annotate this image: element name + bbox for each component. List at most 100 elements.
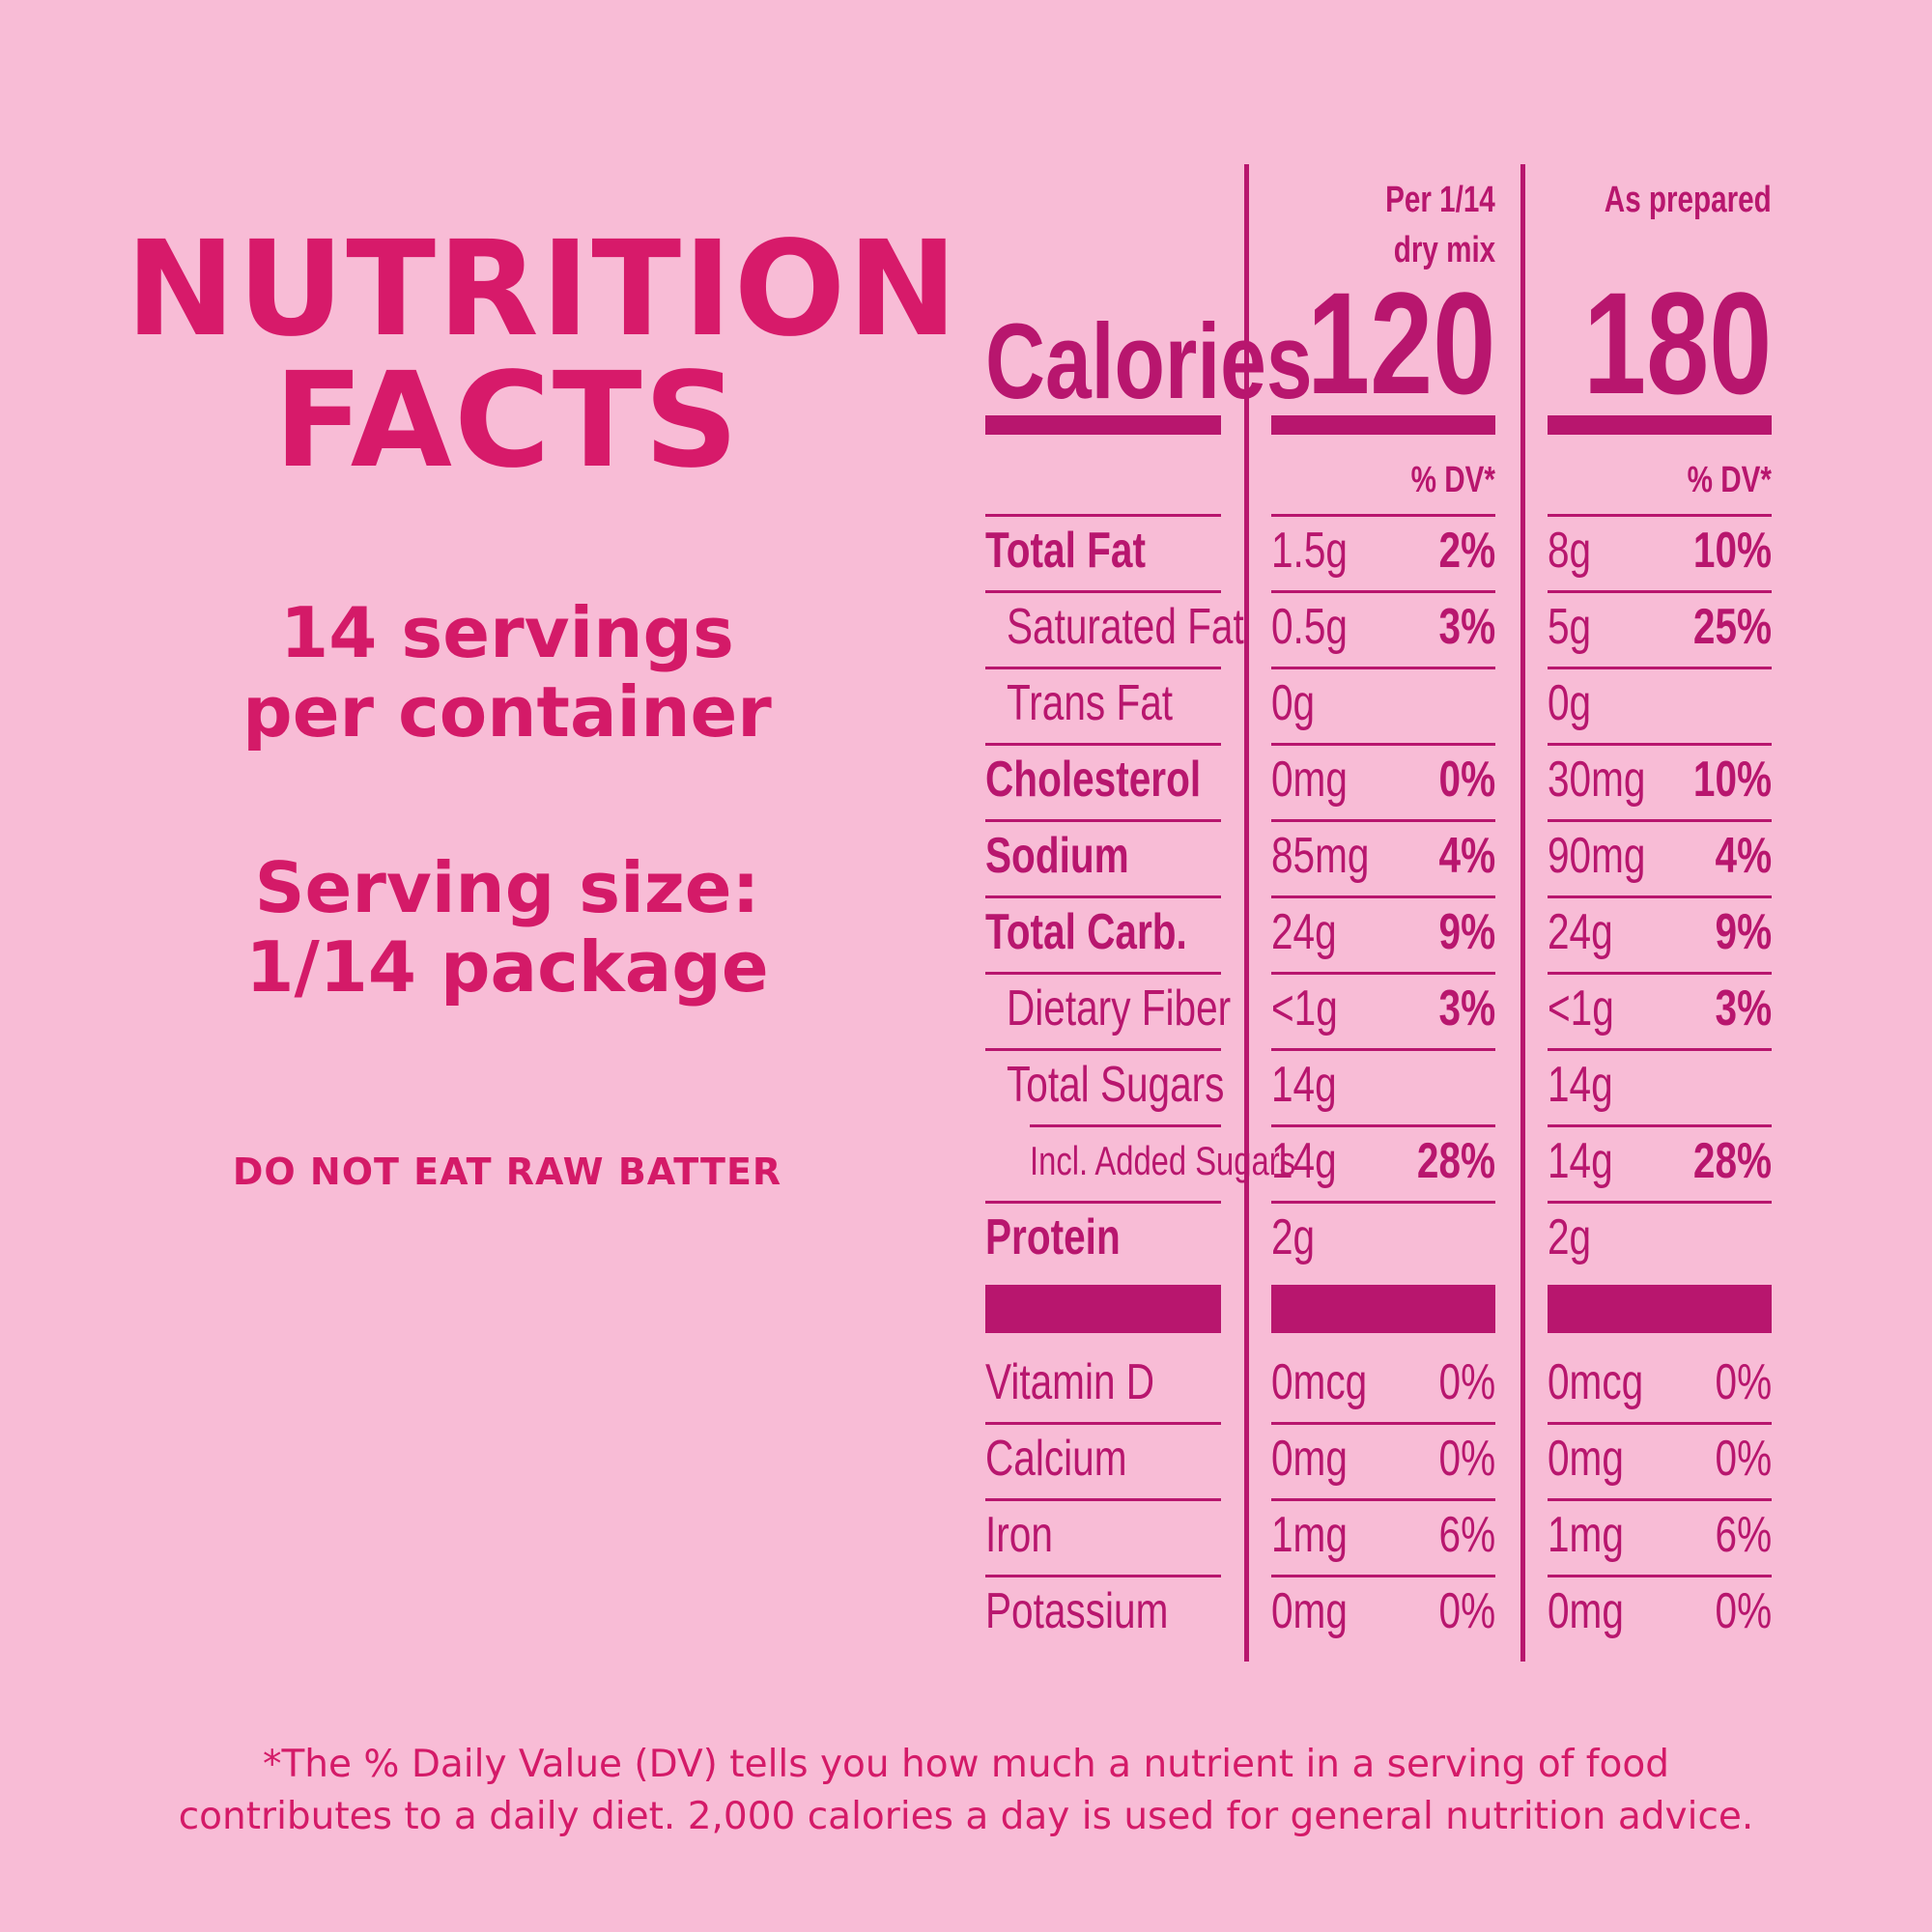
page-title: NUTRITION FACTS xyxy=(126,224,957,487)
col2-amount: <1g xyxy=(1548,980,1614,1037)
col2-dv: 6% xyxy=(1715,1507,1772,1563)
col1-dv: 9% xyxy=(1438,904,1495,960)
nutrient-label: Iron xyxy=(985,1507,1053,1563)
servings-line-1: 14 servings xyxy=(280,592,734,673)
footnote: *The % Daily Value (DV) tells you how mu… xyxy=(58,1739,1874,1843)
col2-dv: 9% xyxy=(1715,904,1772,960)
col1-amount: 14g xyxy=(1271,1057,1337,1113)
row-divider xyxy=(1548,743,1772,746)
row-divider xyxy=(985,1575,1221,1577)
col1-dv-label: % DV* xyxy=(1410,460,1495,500)
col1-dv: 0% xyxy=(1438,752,1495,808)
nutrient-label: Calcium xyxy=(985,1431,1127,1487)
row-divider xyxy=(1271,1201,1495,1204)
row-divider xyxy=(1548,514,1772,517)
col2-dv: 4% xyxy=(1715,828,1772,884)
nutrient-label: Cholesterol xyxy=(985,752,1202,808)
col2-amount: 5g xyxy=(1548,599,1592,655)
col1-amount: 0mg xyxy=(1271,1431,1348,1487)
row-divider xyxy=(1271,667,1495,669)
nutrient-label: Protein xyxy=(985,1209,1121,1265)
row-divider xyxy=(1271,743,1495,746)
nutrient-label: Vitamin D xyxy=(985,1354,1155,1410)
row-divider xyxy=(1548,1422,1772,1425)
separator-bar xyxy=(985,1285,1221,1333)
footnote-line-2: contributes to a daily diet. 2,000 calor… xyxy=(178,1795,1754,1838)
servings-line-2: per container xyxy=(242,671,772,753)
calories-label: Calories xyxy=(985,302,1313,421)
serving-size-line-2: 1/14 package xyxy=(245,926,769,1008)
row-divider xyxy=(985,1048,1221,1051)
col2-amount: 0mg xyxy=(1548,1583,1624,1639)
col1-dv: 3% xyxy=(1438,599,1495,655)
col2-amount: 0mcg xyxy=(1548,1354,1644,1410)
col2-amount: 0g xyxy=(1548,675,1592,731)
row-divider xyxy=(985,1422,1221,1425)
serving-size: Serving size: 1/14 package xyxy=(126,848,889,1007)
nutrient-label: Sodium xyxy=(985,828,1129,884)
col1-dv: 2% xyxy=(1438,523,1495,579)
row-divider xyxy=(1271,895,1495,898)
row-divider xyxy=(985,972,1221,975)
col2-dv: 3% xyxy=(1715,980,1772,1037)
col2-amount: 8g xyxy=(1548,523,1592,579)
row-divider xyxy=(1271,1575,1495,1577)
row-divider xyxy=(985,667,1221,669)
col2-dv: 0% xyxy=(1715,1354,1772,1410)
row-divider xyxy=(1271,1498,1495,1501)
row-divider xyxy=(1548,1498,1772,1501)
row-divider xyxy=(1548,1124,1772,1127)
col1-dv: 3% xyxy=(1438,980,1495,1037)
col1-amount: 14g xyxy=(1271,1133,1337,1189)
col2-dv: 10% xyxy=(1692,752,1772,808)
row-divider xyxy=(985,1498,1221,1501)
col1-amount: 0g xyxy=(1271,675,1316,731)
column-divider xyxy=(1520,164,1525,1662)
col1-amount: 0.5g xyxy=(1271,599,1348,655)
col1-amount: 85mg xyxy=(1271,828,1370,884)
row-divider xyxy=(1548,819,1772,822)
col2-dv: 0% xyxy=(1715,1583,1772,1639)
nutrient-label: Incl. Added Sugars xyxy=(1030,1138,1296,1183)
row-divider xyxy=(1271,590,1495,593)
col1-amount: 0mg xyxy=(1271,752,1348,808)
nutrient-label: Potassium xyxy=(985,1583,1169,1639)
col2-calories: 180 xyxy=(1582,262,1772,424)
col2-dv: 28% xyxy=(1692,1133,1772,1189)
col1-amount: 24g xyxy=(1271,904,1337,960)
row-divider xyxy=(1548,895,1772,898)
row-divider xyxy=(1548,1575,1772,1577)
row-divider xyxy=(985,819,1221,822)
col2-dv: 10% xyxy=(1692,523,1772,579)
col2-amount: 14g xyxy=(1548,1057,1613,1113)
separator-bar xyxy=(1271,1285,1495,1333)
col1-header-line-1: Per 1/14 xyxy=(1385,180,1495,220)
nutrient-label: Trans Fat xyxy=(1007,675,1174,731)
warning-text: DO NOT EAT RAW BATTER xyxy=(232,1151,782,1193)
row-divider xyxy=(985,895,1221,898)
col2-dv-label: % DV* xyxy=(1687,460,1772,500)
col2-amount: 1mg xyxy=(1548,1507,1624,1563)
serving-size-line-1: Serving size: xyxy=(254,847,760,928)
nutrient-label: Total Sugars xyxy=(1007,1057,1225,1113)
col1-dv: 0% xyxy=(1438,1583,1495,1639)
row-divider xyxy=(1271,1124,1495,1127)
row-divider xyxy=(985,743,1221,746)
left-panel: NUTRITION FACTS 14 servings per containe… xyxy=(0,0,1014,1642)
col2-amount: 0mg xyxy=(1548,1431,1624,1487)
col2-amount: 24g xyxy=(1548,904,1613,960)
calories-rule xyxy=(985,415,1221,435)
col1-header-line-2: dry mix xyxy=(1393,230,1495,270)
row-divider xyxy=(1548,972,1772,975)
col2-header: As prepared xyxy=(1605,180,1772,220)
row-divider xyxy=(1548,1048,1772,1051)
row-divider xyxy=(1271,514,1495,517)
col1-dv: 0% xyxy=(1438,1354,1495,1410)
row-divider xyxy=(1548,590,1772,593)
calories-rule xyxy=(1271,415,1495,435)
row-divider xyxy=(985,590,1221,593)
nutrient-label: Dietary Fiber xyxy=(1007,980,1232,1037)
calories-rule xyxy=(1548,415,1772,435)
row-divider xyxy=(985,1201,1221,1204)
nutrient-label: Saturated Fat xyxy=(1007,599,1244,655)
